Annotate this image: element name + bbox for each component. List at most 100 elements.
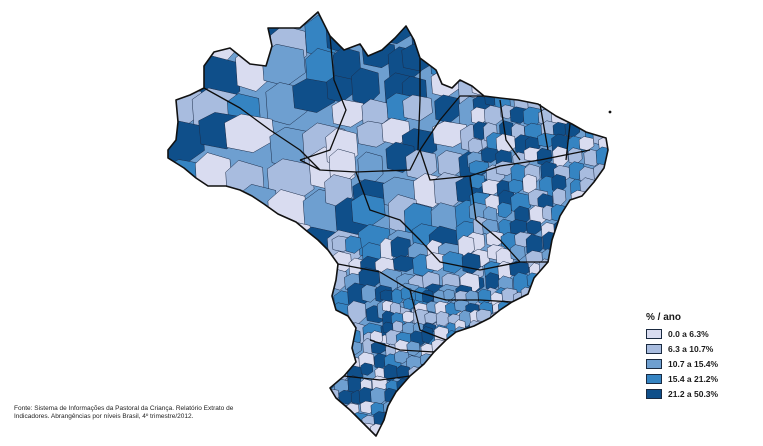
region-cell: [578, 90, 595, 111]
region-cell: [442, 387, 455, 402]
region-cell: [421, 377, 438, 391]
region-cell: [568, 278, 590, 297]
region-cell: [203, 213, 238, 256]
region-cell: [566, 78, 584, 98]
region-cell: [584, 105, 601, 124]
region-cell: [565, 203, 585, 221]
region-cell: [556, 92, 578, 108]
legend-label-1: 6.3 a 10.7%: [668, 344, 714, 354]
region-cell: [596, 275, 608, 297]
region-cell: [402, 94, 433, 122]
legend-item-0: 0.0 a 6.3%: [646, 327, 756, 341]
region-cell: [362, 440, 376, 446]
region-cell: [525, 234, 543, 257]
region-cell: [446, 330, 461, 349]
region-cell: [567, 285, 584, 305]
region-cell: [351, 193, 386, 227]
region-cell: [432, 362, 446, 382]
region-cell: [338, 350, 352, 369]
region-cell: [553, 264, 571, 284]
region-cell: [526, 219, 542, 235]
region-cell: [461, 252, 481, 274]
region-cell: [429, 391, 444, 409]
region-cell: [524, 313, 541, 328]
region-cell: [609, 79, 625, 94]
region-cell: [322, 327, 337, 342]
region-cell: [351, 67, 380, 106]
region-cell: [421, 289, 434, 304]
island-marker: [608, 110, 612, 114]
region-cell: [479, 332, 497, 347]
region-cell: [267, 189, 308, 241]
region-cell: [609, 151, 629, 167]
region-cell: [429, 43, 461, 79]
region-cell: [454, 424, 470, 436]
region-cell: [345, 425, 359, 436]
region-cell: [511, 321, 524, 339]
brazil-outline: [167, 11, 609, 437]
region-cell: [512, 309, 529, 322]
region-cell: [532, 331, 546, 346]
legend-label-3: 15.4 a 21.2%: [668, 374, 719, 384]
state-border: [203, 87, 321, 171]
region-cell: [498, 334, 513, 347]
region-cell: [407, 438, 420, 446]
region-cell: [292, 78, 336, 113]
region-cell: [606, 106, 608, 126]
legend-item-2: 10.7 a 15.4%: [646, 357, 756, 371]
region-cell: [345, 434, 360, 436]
region-cell: [607, 188, 608, 207]
region-cell: [432, 355, 450, 374]
region-cell: [446, 379, 460, 396]
region-cell: [324, 343, 338, 357]
state-border: [539, 103, 549, 151]
state-border: [409, 289, 447, 341]
region-cell: [383, 434, 398, 436]
region-cell: [385, 410, 399, 424]
region-cell: [443, 399, 462, 419]
region-cell: [579, 287, 596, 308]
region-cell: [583, 217, 604, 235]
region-cell: [261, 43, 306, 87]
region-cell: [567, 94, 585, 111]
region-cell: [584, 80, 603, 101]
region-cell: [408, 413, 426, 429]
region-cell: [441, 367, 459, 385]
region-cell: [556, 288, 577, 308]
region-cell: [581, 276, 602, 297]
region-cell: [598, 177, 608, 200]
region-cell: [540, 287, 562, 304]
region-cell: [594, 207, 608, 227]
region-cell: [490, 311, 507, 326]
region-cell: [397, 410, 416, 428]
region-cell: [339, 326, 352, 345]
region-cell: [393, 423, 411, 436]
region-cell: [596, 232, 608, 252]
source-note: Fonte: Sistema de Informações da Pastora…: [14, 405, 264, 421]
region-cell: [455, 335, 467, 348]
state-border: [469, 175, 548, 263]
region-cell: [532, 290, 546, 304]
region-cell: [607, 249, 608, 266]
region-cell: [458, 24, 494, 57]
legend-swatch-4: [646, 389, 662, 399]
source-line-1: Fonte: Sistema de Informações da Pastora…: [14, 405, 234, 412]
region-cell: [536, 147, 553, 167]
region-cell: [336, 425, 354, 436]
region-cell: [360, 362, 374, 376]
region-cell: [488, 333, 502, 348]
region-cell: [421, 326, 434, 344]
region-cell: [326, 314, 347, 340]
region-cell: [565, 257, 586, 278]
region-cell: [455, 339, 473, 357]
region-cell: [324, 424, 340, 436]
legend-item-4: 21.2 a 50.3%: [646, 387, 756, 401]
region-cell: [443, 424, 459, 436]
region-cell: [502, 322, 519, 335]
region-cell: [410, 422, 426, 436]
legend-item-1: 6.3 a 10.7%: [646, 342, 756, 356]
region-cell: [526, 272, 542, 288]
region-cell: [396, 400, 415, 418]
state-borders: [203, 35, 591, 381]
